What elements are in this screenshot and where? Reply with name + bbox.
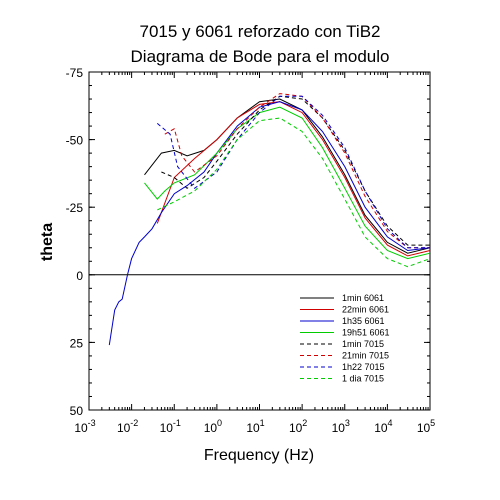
chart-title-line-1: 7015 y 6061 reforzado con TiB2 [140, 22, 381, 41]
plot-area: 10-3 10-2 10-1 100 101 102 103 104 105 50 25 0 -25 -5… [66, 66, 436, 435]
series-line [157, 117, 431, 268]
x-tick-label: 105 [417, 418, 435, 435]
legend-label: 1h35 6061 [342, 316, 385, 326]
x-tick-label: 101 [246, 418, 264, 435]
legend-label: 21min 7015 [342, 351, 389, 361]
series-line [156, 101, 431, 257]
y-axis-label: theta [39, 223, 56, 261]
series-line [156, 95, 430, 249]
series-line [108, 101, 431, 346]
y-tick-label: -75 [66, 66, 84, 80]
series-line [161, 95, 430, 246]
x-tick-label: 102 [289, 418, 307, 435]
chart-title-line-2: Diagrama de Bode para el modulo [131, 47, 390, 66]
legend-label: 1min 6061 [342, 293, 384, 303]
x-axis-label: Frequency (Hz) [204, 447, 314, 464]
y-tick-label: 50 [70, 404, 84, 418]
series-line [144, 98, 431, 254]
y-tick-label: 25 [70, 336, 84, 350]
y-tick-label: 0 [76, 269, 83, 283]
x-tick-label: 10-2 [117, 418, 138, 435]
x-tick-label: 100 [204, 418, 222, 435]
legend-label: 1min 7015 [342, 339, 384, 349]
legend-label: 19h51 6061 [342, 328, 390, 338]
y-tick-label: -50 [66, 134, 84, 148]
legend-label: 1 dia 7015 [342, 374, 384, 384]
series-line [164, 93, 430, 249]
series-line [144, 106, 431, 260]
legend-label: 22min 6061 [342, 305, 389, 315]
x-tick-label: 104 [374, 418, 392, 435]
x-tick-label: 10-3 [74, 418, 95, 435]
x-tick-label: 103 [332, 418, 350, 435]
y-tick-label: -25 [66, 201, 84, 215]
x-tick-label: 10-1 [160, 418, 181, 435]
legend-label: 1h22 7015 [342, 362, 385, 372]
